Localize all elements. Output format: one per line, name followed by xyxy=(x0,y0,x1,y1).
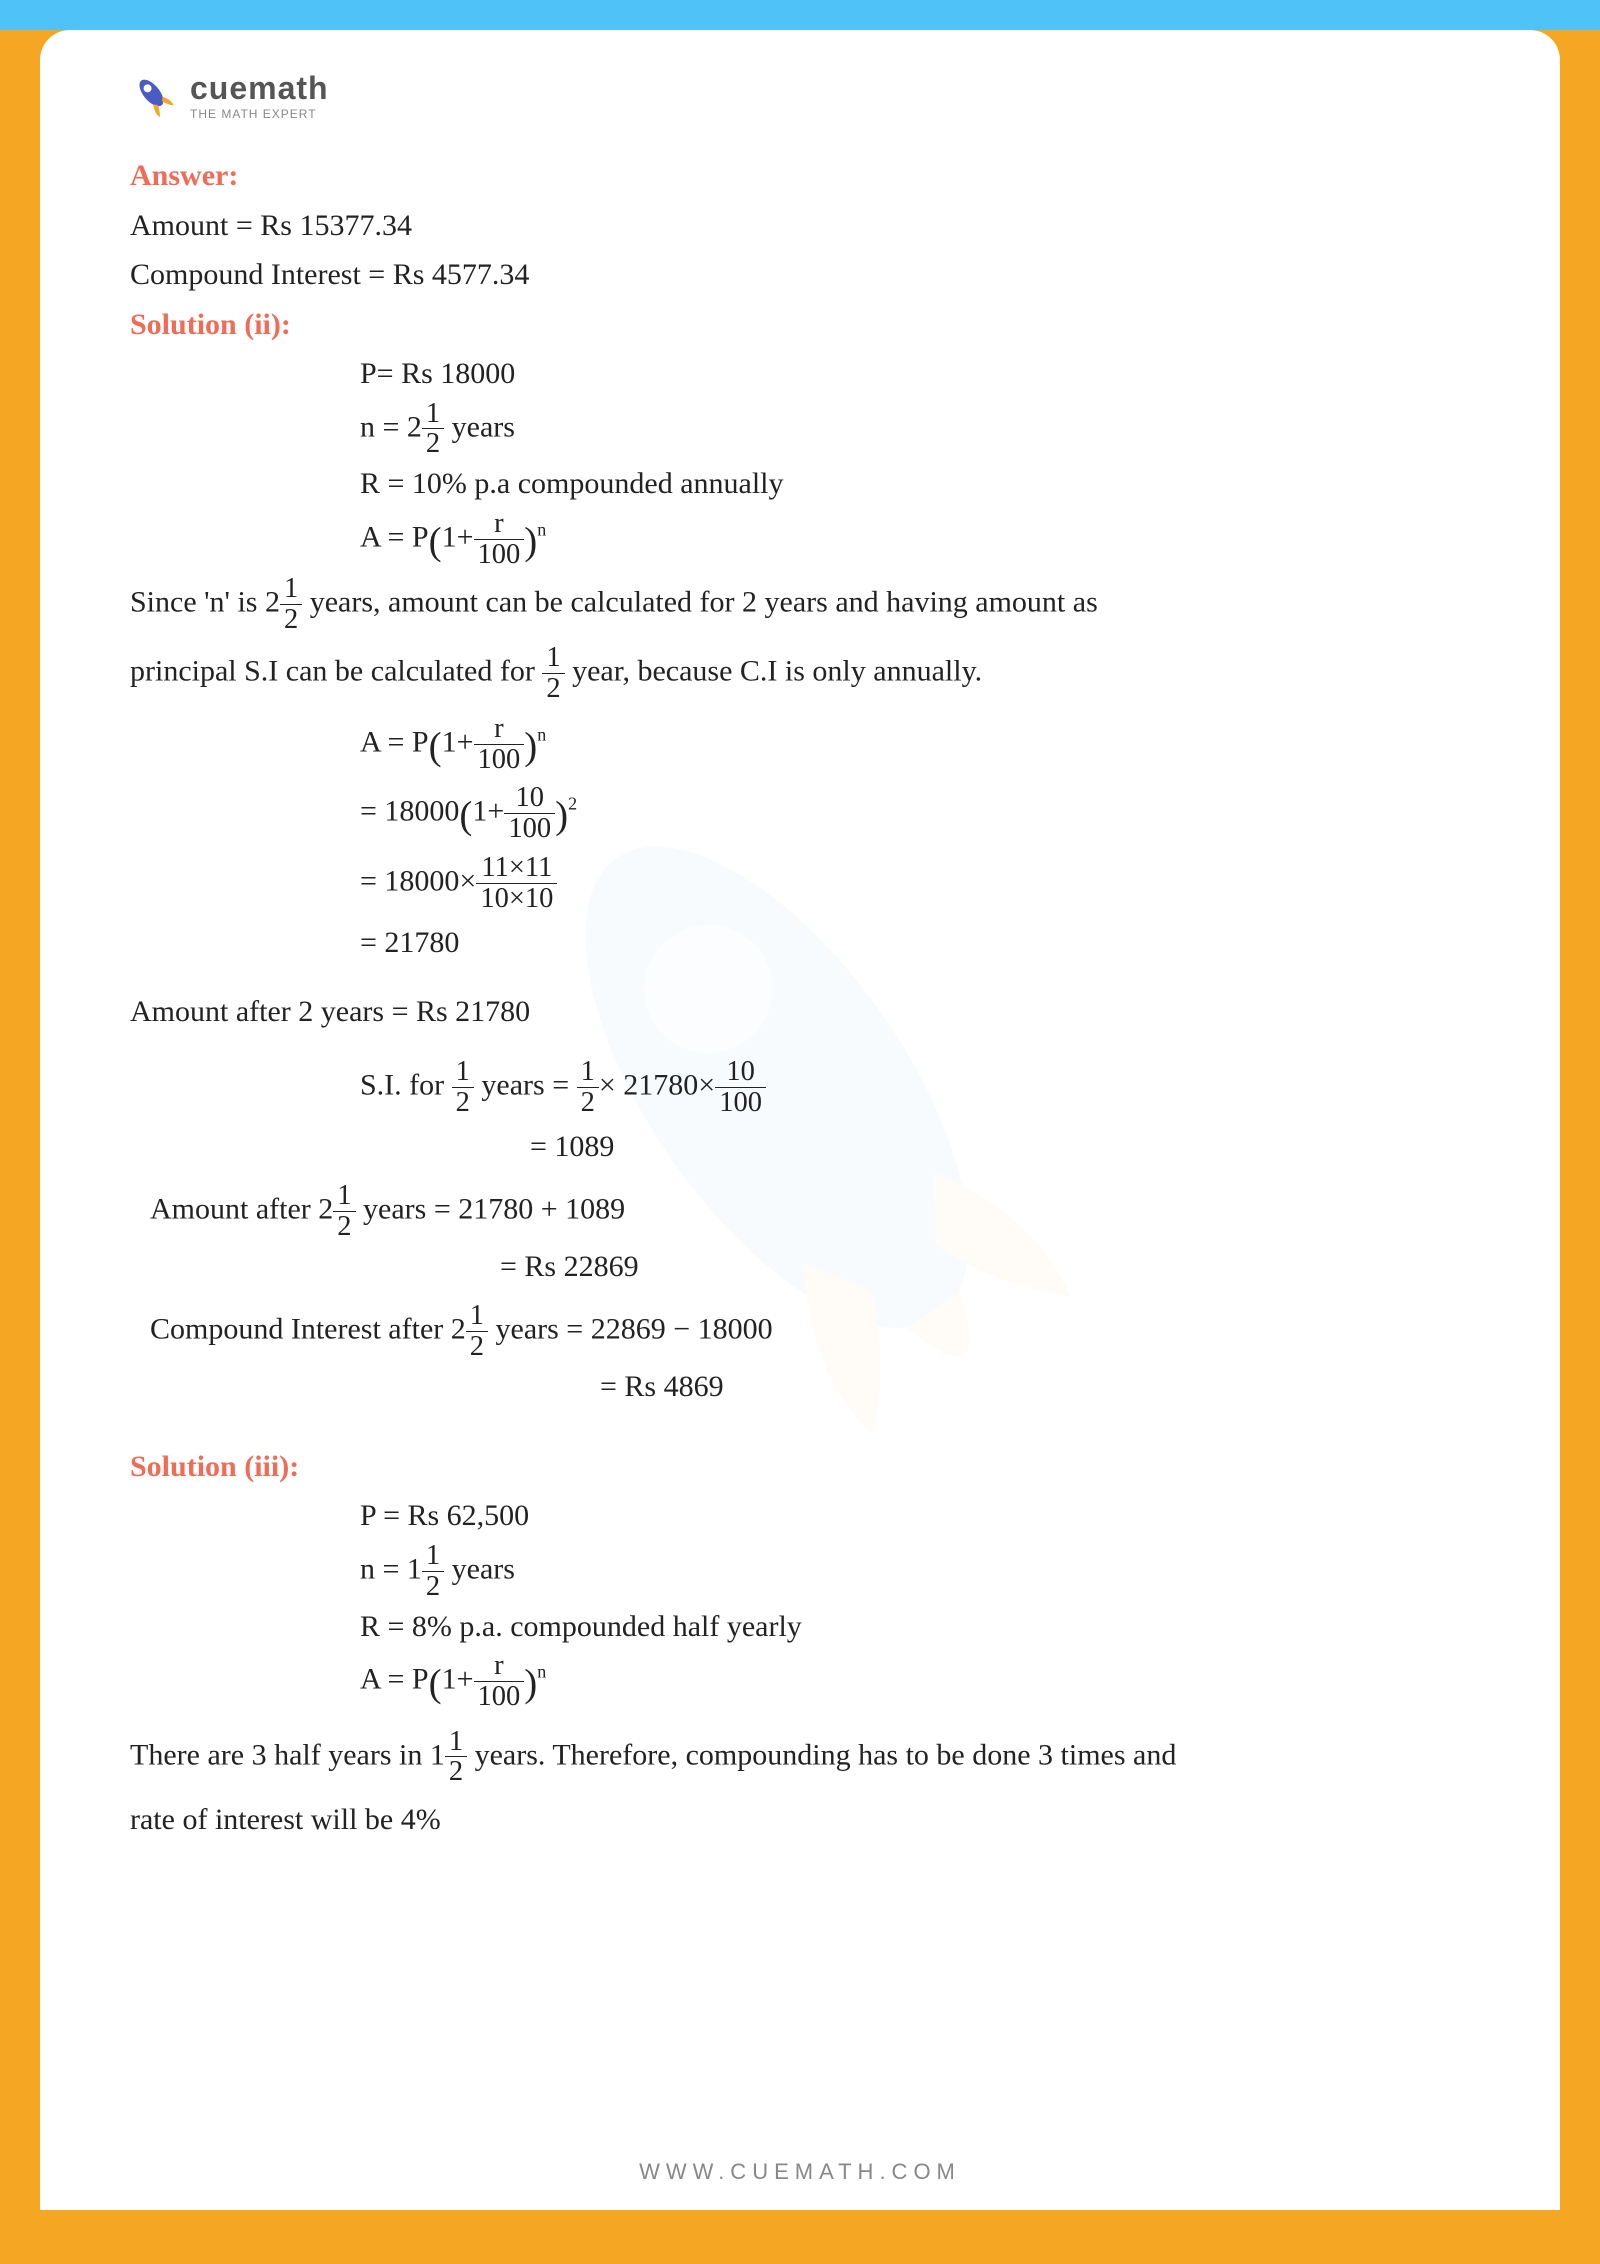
num: 11×11 xyxy=(476,853,557,884)
den: 2 xyxy=(577,1088,599,1118)
text: A = P xyxy=(360,1662,429,1695)
logo-header: cuemath THE MATH EXPERT xyxy=(130,70,1470,121)
num: 10 xyxy=(504,783,555,814)
sol2-si: S.I. for 12 years = 12× 21780×10100 xyxy=(130,1057,1470,1118)
solution2-heading: Solution (ii): xyxy=(130,300,1470,350)
sol2-step4: = 21780 xyxy=(130,918,1470,968)
text: years = xyxy=(474,1068,577,1101)
text: 1+ xyxy=(442,520,474,553)
text: There are 3 half years in 1 xyxy=(130,1738,445,1771)
sol2-step2: = 18000(1+10100)2 xyxy=(130,783,1470,848)
den: 2 xyxy=(466,1332,488,1362)
sol3-para: There are 3 half years in 112 years. The… xyxy=(130,1727,1470,1788)
brand-tagline: THE MATH EXPERT xyxy=(190,107,329,121)
sol3-r: R = 8% p.a. compounded half yearly xyxy=(130,1602,1470,1652)
exp: n xyxy=(537,519,546,539)
sol2-p: P= Rs 18000 xyxy=(130,349,1470,399)
text: years = 21780 + 1089 xyxy=(356,1192,626,1225)
num: r xyxy=(474,714,525,745)
text: × 21780× xyxy=(599,1068,715,1101)
text: principal S.I can be calculated for xyxy=(130,654,542,687)
sol2-step3: = 18000×11×1110×10 xyxy=(130,853,1470,914)
text: n = 2 xyxy=(360,410,422,443)
sol2-formula: A = P(1+r100)n xyxy=(130,509,1470,574)
answer-line2: Compound Interest = Rs 4577.34 xyxy=(130,250,1470,300)
text: n = 1 xyxy=(360,1552,422,1585)
den: 100 xyxy=(504,814,555,844)
num: 1 xyxy=(422,399,444,430)
exp: 2 xyxy=(568,794,577,814)
text: years, amount can be calculated for 2 ye… xyxy=(302,586,1098,619)
den: 2 xyxy=(542,674,564,704)
num: 1 xyxy=(542,643,564,674)
sol2-amt: Amount after 212 years = 21780 + 1089 xyxy=(130,1181,1470,1242)
text: Since 'n' is 2 xyxy=(130,586,280,619)
text: = 18000× xyxy=(360,864,476,897)
den: 2 xyxy=(280,605,302,635)
text: years xyxy=(444,410,515,443)
sol2-n: n = 212 years xyxy=(130,399,1470,460)
text: A = P xyxy=(360,520,429,553)
den: 100 xyxy=(474,745,525,775)
top-bar xyxy=(0,0,1600,30)
text: S.I. for xyxy=(360,1068,452,1101)
text: years = 22869 − 18000 xyxy=(488,1313,773,1346)
den: 2 xyxy=(422,429,444,459)
num: 10 xyxy=(715,1057,766,1088)
den: 100 xyxy=(715,1088,766,1118)
answer-line1: Amount = Rs 15377.34 xyxy=(130,201,1470,251)
answer-heading: Answer: xyxy=(130,151,1470,201)
text: Compound Interest after 2 xyxy=(150,1313,466,1346)
page-card: cuemath THE MATH EXPERT Answer: Amount =… xyxy=(40,30,1560,2210)
sol2-ci: Compound Interest after 212 years = 2286… xyxy=(130,1301,1470,1362)
den: 10×10 xyxy=(476,884,557,914)
den: 100 xyxy=(474,1682,525,1712)
text: = 18000 xyxy=(360,795,459,828)
exp: n xyxy=(537,724,546,744)
den: 2 xyxy=(333,1212,355,1242)
text: year, because C.I is only annually. xyxy=(565,654,983,687)
sol2-after2: Amount after 2 years = Rs 21780 xyxy=(130,987,1470,1037)
sol3-n: n = 112 years xyxy=(130,1541,1470,1602)
sol3-formula: A = P(1+r100)n xyxy=(130,1651,1470,1716)
sol2-amt-res: = Rs 22869 xyxy=(130,1242,1470,1292)
sol3-para2: rate of interest will be 4% xyxy=(130,1795,1470,1845)
num: 1 xyxy=(280,574,302,605)
den: 2 xyxy=(422,1572,444,1602)
num: 1 xyxy=(422,1541,444,1572)
sol2-ci-res: = Rs 4869 xyxy=(130,1362,1470,1412)
num: 1 xyxy=(466,1301,488,1332)
num: 1 xyxy=(445,1727,467,1758)
sol2-para1: Since 'n' is 212 years, amount can be ca… xyxy=(130,574,1470,635)
document-content: Answer: Amount = Rs 15377.34 Compound In… xyxy=(130,151,1470,1845)
text: years xyxy=(444,1552,515,1585)
den: 2 xyxy=(445,1757,467,1787)
sol2-r: R = 10% p.a compounded annually xyxy=(130,459,1470,509)
exp: n xyxy=(537,1661,546,1681)
text: A = P xyxy=(360,725,429,758)
den: 100 xyxy=(474,540,525,570)
solution3-heading: Solution (iii): xyxy=(130,1442,1470,1492)
num: r xyxy=(474,509,525,540)
sol3-p: P = Rs 62,500 xyxy=(130,1491,1470,1541)
text: Amount after 2 xyxy=(150,1192,333,1225)
sol2-para2: principal S.I can be calculated for 12 y… xyxy=(130,643,1470,704)
text: years. Therefore, compounding has to be … xyxy=(467,1738,1176,1771)
rocket-icon xyxy=(130,72,178,120)
num: 1 xyxy=(333,1181,355,1212)
sol2-step1: A = P(1+r100)n xyxy=(130,714,1470,779)
den: 2 xyxy=(452,1088,474,1118)
num: r xyxy=(474,1651,525,1682)
sol2-si-res: = 1089 xyxy=(130,1122,1470,1172)
num: 1 xyxy=(577,1057,599,1088)
num: 1 xyxy=(452,1057,474,1088)
brand-name: cuemath xyxy=(190,70,329,107)
footer-url: WWW.CUEMATH.COM xyxy=(40,2159,1560,2185)
